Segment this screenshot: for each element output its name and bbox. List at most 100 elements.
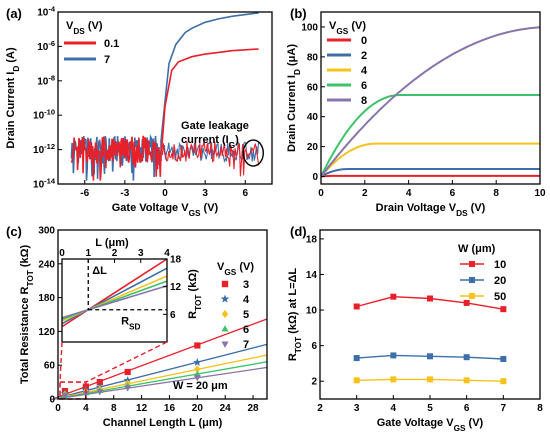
legend-label: 2 [361,50,367,62]
zoom-box [59,381,87,400]
inset-y-axis-title: RTOT (kΩ) [187,269,203,319]
inset-x-tick-label: 2 [112,248,118,259]
y-tick-label: 0 [49,395,55,406]
legend-label: 6 [243,324,249,336]
marker-diamond [194,365,201,374]
leakage-line [161,140,260,177]
marker-square [500,355,507,362]
annotation-line1: Gate leakage [181,120,249,132]
y-tick-label: 14 [306,270,318,281]
x-tick-label: 2 [317,403,323,414]
y-axis-title: Total Resistance RTOT (kΩ) [19,245,35,385]
y-tick-label: 240 [38,259,55,270]
x-tick-label: 12 [136,403,148,414]
inset-rsd-label: RSD [121,316,140,332]
y-tick-label: 180 [38,293,55,304]
marker-triangle-down [221,341,229,348]
legend-label: 50 [494,291,506,303]
x-axis-title: Gate Voltage VGS (V) [377,417,484,433]
marker-square [221,280,229,288]
x-tick-label: 4 [83,403,89,414]
x-tick-label: -3 [120,188,129,199]
marker-square [463,377,470,384]
y-tick-label: 10-14 [33,176,56,191]
inset-line [61,267,168,325]
inset-delta-l-label: ΔL [92,265,107,277]
plot-frame [57,229,268,400]
legend-label: 6 [361,80,367,92]
annotation-ellipse [242,139,264,167]
y-tick-label: 80 [307,52,319,63]
x-tick-label: 4 [406,188,412,199]
x-tick-label: 6 [242,188,248,199]
y-tick-label: 100 [301,22,318,33]
y-tick-label: 20 [307,142,319,153]
x-tick-label: 8 [493,188,499,199]
panel-label: (d) [290,224,307,239]
panel-label: (c) [6,224,22,239]
series-line [320,168,540,178]
marker-square [353,355,360,362]
marker-square [463,299,470,306]
marker-square [469,261,475,267]
x-tick-label: 0 [55,403,61,414]
x-tick-label: 3 [354,403,360,414]
x-tick-label: 0 [162,188,168,199]
y-axis-title: RTOT (kΩ) at L=ΔL [287,268,303,362]
series-line [320,174,540,178]
x-tick-label: 28 [248,403,260,414]
annotation-line2: current (IG) [181,134,239,150]
x-tick-label: 6 [464,403,470,414]
x-axis-title: Gate Voltage VGS (V) [112,202,219,218]
panel-a: -6 -3 0 3 6 10-4 10-6 10-8 10-10 10-12 10-14 Gate V… [5,4,273,218]
inset-line [61,284,168,319]
marker-triangle [221,325,229,332]
series-line [320,26,541,178]
marker-square [390,376,397,383]
legend-label: 4 [243,294,250,306]
y-tick-label: 60 [307,82,319,93]
marker-square [390,352,397,359]
x-tick-label: 8 [111,403,117,414]
x-tick-label: 10 [534,188,546,199]
zoom-leader [59,341,63,383]
panel-label: (b) [290,6,307,21]
marker-square [390,293,397,300]
legend-label: 0 [361,35,367,47]
y-tick-label: 120 [38,327,55,338]
legend-title: W (μm) [458,243,496,255]
x-tick-label: 16 [164,403,176,414]
inset-x-axis-title: L (μm) [95,237,129,249]
y-tick-label: 18 [306,234,318,245]
panel-d: 2 3 4 5 6 7 8 2 6 10 14 18 Gate Voltage VGS (V) RTOT … [287,224,543,433]
legend-title: VDS (V) [66,20,103,36]
marker-square [469,293,475,299]
marker-square [353,377,360,384]
panel-label: (a) [6,6,22,21]
x-tick-label: 8 [537,403,543,414]
fit-line [50,354,268,401]
x-tick-label: 20 [192,403,204,414]
x-tick-label: 4 [391,403,397,414]
marker-square [463,354,470,361]
marker-square [500,378,507,385]
x-tick-label: 6 [450,188,456,199]
marker-triangle-down [124,385,132,392]
series-line [320,94,540,177]
legend-label: 10 [494,259,506,271]
legend-title: VGS (V) [217,261,254,277]
legend-label: 3 [243,279,249,291]
y-tick-label: 10-4 [37,4,56,19]
inset-y-tick-label: 6 [170,310,176,321]
marker-square [353,303,360,310]
inset-x-tick-label: 0 [59,248,65,259]
legend-label: 0.1 [104,38,119,50]
marker-triangle-down [82,390,90,398]
marker-star [220,294,230,303]
marker-square [124,368,131,376]
x-tick-label: 0 [318,188,324,199]
legend-label: 4 [361,65,368,77]
marker-star [193,358,202,366]
